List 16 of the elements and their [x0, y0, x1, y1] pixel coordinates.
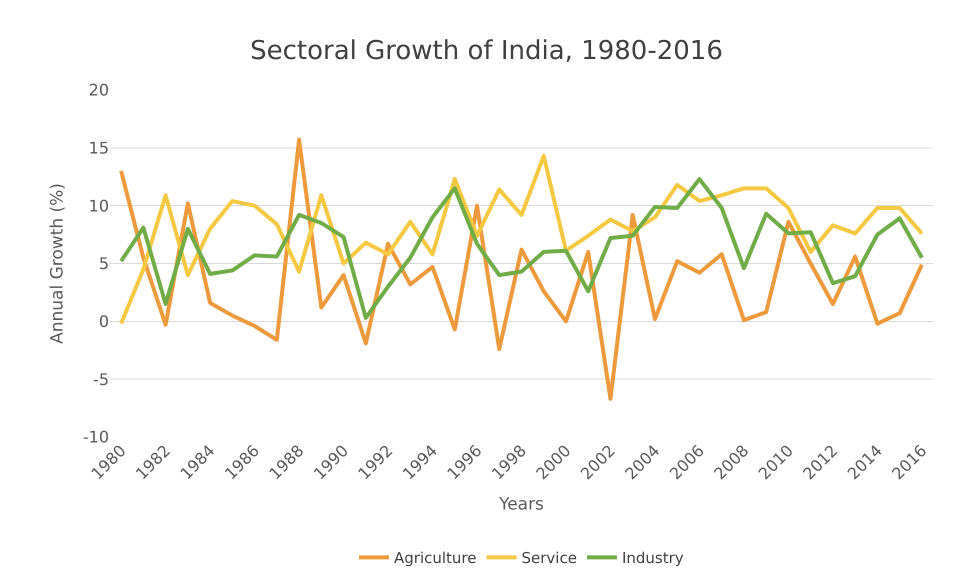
chart-title: Sectoral Growth of India, 1980-2016: [250, 36, 723, 66]
legend-label: Industry: [622, 549, 684, 568]
y-tick-label: 10: [88, 196, 109, 216]
line-series: [119, 177, 924, 320]
x-axis-title: Years: [498, 494, 544, 515]
y-tick-label: 15: [88, 138, 109, 158]
y-tick-label: 0: [98, 312, 109, 331]
y-tick-label: 20: [88, 80, 109, 100]
y-tick-label: 5: [98, 254, 109, 274]
legend-label: Agriculture: [394, 549, 476, 568]
y-tick-label: -5: [93, 370, 109, 389]
line-series: [119, 138, 924, 401]
legend-label: Service: [522, 549, 577, 568]
y-axis-title: Annual Growth (%): [47, 183, 68, 344]
line-series: [119, 154, 924, 326]
y-tick-label: -10: [82, 428, 109, 447]
